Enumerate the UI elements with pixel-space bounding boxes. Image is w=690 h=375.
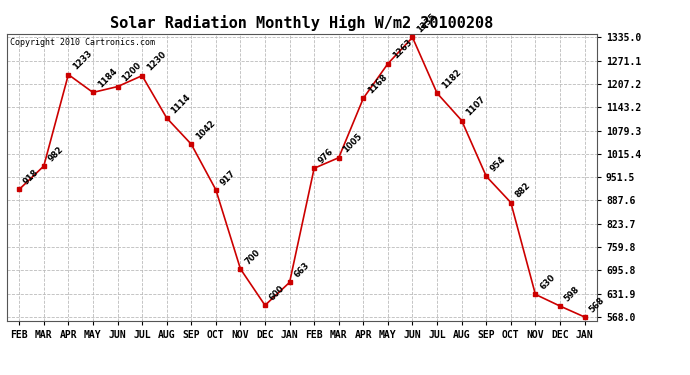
Text: 1107: 1107 <box>464 95 487 118</box>
Text: 882: 882 <box>513 181 532 200</box>
Text: 1200: 1200 <box>120 61 143 84</box>
Text: 917: 917 <box>219 168 237 187</box>
Text: 976: 976 <box>317 147 335 165</box>
Text: 598: 598 <box>563 285 582 303</box>
Text: 630: 630 <box>538 273 557 292</box>
Text: 568: 568 <box>587 296 606 314</box>
Text: 1005: 1005 <box>342 132 364 155</box>
Text: 918: 918 <box>22 168 41 187</box>
Text: 700: 700 <box>243 248 262 266</box>
Text: 1184: 1184 <box>96 67 119 90</box>
Text: 1335: 1335 <box>415 12 438 34</box>
Text: 1182: 1182 <box>440 68 463 90</box>
Text: 982: 982 <box>46 145 65 163</box>
Text: 1230: 1230 <box>145 50 168 73</box>
Text: 600: 600 <box>268 284 286 303</box>
Text: 1114: 1114 <box>170 92 193 115</box>
Text: 1233: 1233 <box>71 49 94 72</box>
Text: 1042: 1042 <box>194 118 217 141</box>
Title: Solar Radiation Monthly High W/m2 20100208: Solar Radiation Monthly High W/m2 201002… <box>110 15 493 31</box>
Text: Copyright 2010 Cartronics.com: Copyright 2010 Cartronics.com <box>10 38 155 47</box>
Text: 954: 954 <box>489 155 508 174</box>
Text: 663: 663 <box>293 261 311 280</box>
Text: 1263: 1263 <box>391 38 413 61</box>
Text: 1168: 1168 <box>366 73 389 96</box>
